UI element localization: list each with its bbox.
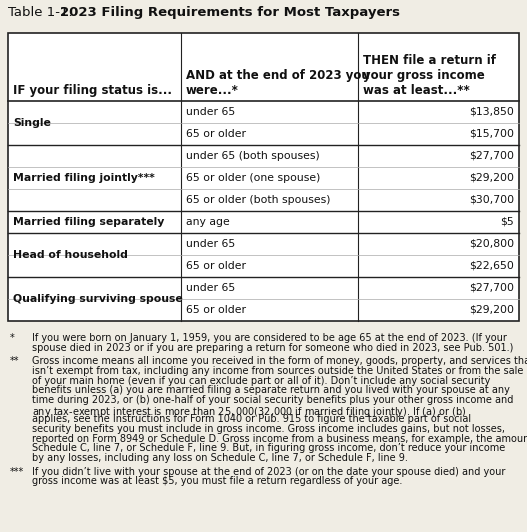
Text: If you were born on January 1, 1959, you are considered to be age 65 at the end : If you were born on January 1, 1959, you… — [32, 333, 507, 343]
Text: under 65: under 65 — [186, 283, 235, 293]
Text: 65 or older: 65 or older — [186, 129, 246, 139]
Text: If you didn’t live with your spouse at the end of 2023 (or on the date your spou: If you didn’t live with your spouse at t… — [32, 467, 505, 477]
Text: Head of household: Head of household — [13, 250, 128, 260]
Text: Married filing jointly***: Married filing jointly*** — [13, 173, 155, 183]
Text: $27,700: $27,700 — [469, 283, 514, 293]
Text: of your main home (even if you can exclude part or all of it). Don’t include any: of your main home (even if you can exclu… — [32, 376, 491, 386]
Text: $5: $5 — [500, 217, 514, 227]
Text: 2023 Filing Requirements for Most Taxpayers: 2023 Filing Requirements for Most Taxpay… — [60, 6, 400, 19]
Text: 65 or older (one spouse): 65 or older (one spouse) — [186, 173, 320, 183]
Text: any tax-exempt interest is more than $25,000 ($32,000 if married filing jointly): any tax-exempt interest is more than $25… — [32, 405, 466, 419]
Text: $13,850: $13,850 — [469, 107, 514, 117]
Text: Schedule C, line 7, or Schedule F, line 9. But, in figuring gross income, don’t : Schedule C, line 7, or Schedule F, line … — [32, 443, 505, 453]
Text: 65 or older (both spouses): 65 or older (both spouses) — [186, 195, 330, 205]
Text: $15,700: $15,700 — [469, 129, 514, 139]
Text: ***: *** — [10, 467, 24, 477]
Text: 65 or older: 65 or older — [186, 305, 246, 315]
Text: $30,700: $30,700 — [469, 195, 514, 205]
Text: security benefits you must include in gross income. Gross income includes gains,: security benefits you must include in gr… — [32, 424, 505, 434]
Text: Qualifying surviving spouse: Qualifying surviving spouse — [13, 294, 183, 304]
Text: AND at the end of 2023 you
were...*: AND at the end of 2023 you were...* — [186, 69, 369, 97]
Text: Gross income means all income you received in the form of money, goods, property: Gross income means all income you receiv… — [32, 356, 527, 367]
Text: any age: any age — [186, 217, 230, 227]
Text: 65 or older: 65 or older — [186, 261, 246, 271]
Text: $29,200: $29,200 — [469, 305, 514, 315]
Text: gross income was at least $5, you must file a return regardless of your age.: gross income was at least $5, you must f… — [32, 476, 403, 486]
Text: $29,200: $29,200 — [469, 173, 514, 183]
Text: THEN file a return if
your gross income
was at least...**: THEN file a return if your gross income … — [363, 54, 496, 97]
Text: $20,800: $20,800 — [469, 239, 514, 249]
Text: spouse died in 2023 or if you are preparing a return for someone who died in 202: spouse died in 2023 or if you are prepar… — [32, 343, 513, 353]
Text: under 65: under 65 — [186, 239, 235, 249]
Text: Single: Single — [13, 118, 51, 128]
Text: IF your filing status is...: IF your filing status is... — [13, 84, 172, 97]
Text: Table 1-1.: Table 1-1. — [8, 6, 73, 19]
Text: $22,650: $22,650 — [469, 261, 514, 271]
Text: under 65 (both spouses): under 65 (both spouses) — [186, 151, 320, 161]
Text: reported on Form 8949 or Schedule D. Gross income from a business means, for exa: reported on Form 8949 or Schedule D. Gro… — [32, 434, 527, 444]
Text: isn’t exempt from tax, including any income from sources outside the United Stat: isn’t exempt from tax, including any inc… — [32, 366, 523, 376]
Text: under 65: under 65 — [186, 107, 235, 117]
Bar — [8, 33, 519, 321]
Text: benefits unless (a) you are married filing a separate return and you lived with : benefits unless (a) you are married fili… — [32, 385, 510, 395]
Text: **: ** — [10, 356, 19, 367]
Text: Married filing separately: Married filing separately — [13, 217, 164, 227]
Text: time during 2023, or (b) one-half of your social security benefits plus your oth: time during 2023, or (b) one-half of you… — [32, 395, 513, 405]
Text: applies, see the Instructions for Form 1040 or Pub. 915 to figure the taxable pa: applies, see the Instructions for Form 1… — [32, 414, 471, 425]
Text: by any losses, including any loss on Schedule C, line 7, or Schedule F, line 9.: by any losses, including any loss on Sch… — [32, 453, 408, 463]
Text: *: * — [10, 333, 15, 343]
Text: $27,700: $27,700 — [469, 151, 514, 161]
